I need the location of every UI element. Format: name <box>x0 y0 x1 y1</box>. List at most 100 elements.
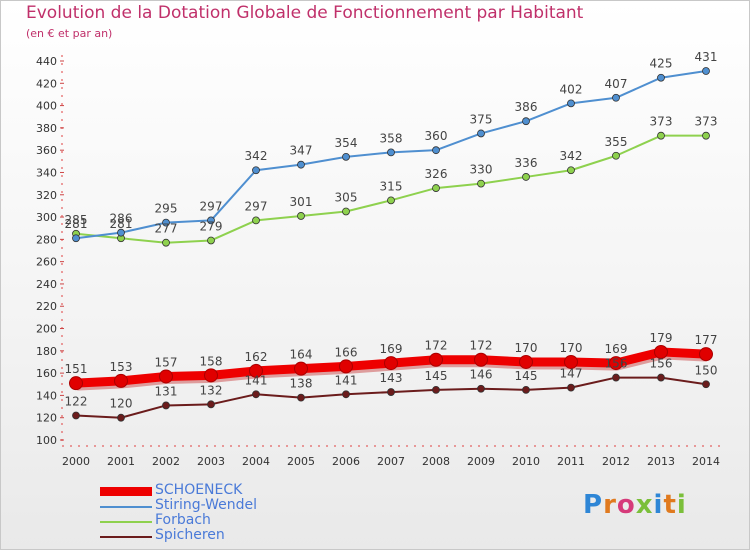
data-point <box>612 373 620 382</box>
data-label: 170 <box>515 341 538 355</box>
data-label: 122 <box>65 394 88 408</box>
data-point <box>477 129 485 138</box>
x-tick-label: 2005 <box>287 455 315 468</box>
data-point <box>162 401 170 410</box>
data-point <box>429 352 443 367</box>
y-tick-label: 360 <box>36 144 57 157</box>
data-label: 164 <box>290 348 313 362</box>
data-point <box>612 93 620 102</box>
y-tick-label: 260 <box>36 256 57 269</box>
x-tick-label: 2007 <box>377 455 405 468</box>
y-tick-label: 240 <box>36 278 57 291</box>
y-tick-label: 440 <box>36 55 57 68</box>
y-tick-label: 380 <box>36 122 57 135</box>
data-label: 347 <box>290 144 313 158</box>
data-label: 305 <box>335 190 358 204</box>
data-point <box>477 179 485 188</box>
logo-letter: r <box>603 490 617 520</box>
x-tick-label: 2003 <box>197 455 225 468</box>
data-point <box>522 173 530 181</box>
data-label: 132 <box>200 383 223 397</box>
data-label: 157 <box>155 355 178 369</box>
data-label: 120 <box>110 397 133 411</box>
legend-swatch <box>100 536 152 538</box>
data-point <box>432 385 440 394</box>
x-tick-label: 2008 <box>422 455 450 468</box>
x-tick-label: 2006 <box>332 455 360 468</box>
data-point <box>387 388 395 396</box>
data-label: 358 <box>380 131 403 145</box>
data-label: 172 <box>425 339 448 353</box>
data-point <box>522 117 530 126</box>
data-label: 151 <box>65 362 88 376</box>
y-tick-label: 160 <box>36 367 57 380</box>
data-point <box>252 390 260 399</box>
data-label: 146 <box>470 368 493 382</box>
data-point <box>69 376 83 391</box>
data-label: 141 <box>335 373 358 387</box>
data-label: 150 <box>695 363 718 377</box>
data-label: 297 <box>245 199 268 213</box>
data-label: 402 <box>560 82 583 96</box>
data-point <box>702 380 710 389</box>
data-label: 336 <box>515 156 538 170</box>
data-point <box>612 151 620 160</box>
data-label: 156 <box>650 357 673 371</box>
data-point <box>474 352 488 367</box>
data-point <box>519 354 533 369</box>
data-label: 281 <box>65 217 88 231</box>
data-point <box>657 73 665 82</box>
data-label: 177 <box>695 333 718 347</box>
data-label: 162 <box>245 350 268 364</box>
data-label: 172 <box>470 339 493 353</box>
y-tick-label: 420 <box>36 77 57 90</box>
data-label: 166 <box>335 345 358 359</box>
y-tick-label: 100 <box>36 434 57 447</box>
data-label: 301 <box>290 195 313 209</box>
data-point <box>114 373 128 388</box>
data-point <box>657 373 665 382</box>
y-tick-label: 180 <box>36 345 57 358</box>
data-label: 315 <box>380 179 403 193</box>
chart-title: Evolution de la Dotation Globale de Fonc… <box>26 3 584 23</box>
data-point <box>72 234 80 243</box>
data-label: 169 <box>380 342 403 356</box>
data-point <box>297 212 305 220</box>
data-point <box>387 148 395 157</box>
data-point <box>702 67 710 75</box>
data-point <box>522 385 530 394</box>
y-tick-label: 280 <box>36 233 57 246</box>
data-label: 286 <box>110 212 133 226</box>
data-point <box>432 146 440 155</box>
data-point <box>159 369 173 384</box>
logo-letter: x <box>635 490 654 520</box>
data-point <box>252 216 260 225</box>
data-point <box>162 218 170 227</box>
data-label: 138 <box>290 377 313 391</box>
data-label: 354 <box>335 136 358 150</box>
data-label: 330 <box>470 163 493 177</box>
data-point <box>207 400 215 409</box>
legend-label: Forbach <box>155 512 211 528</box>
y-tick-label: 300 <box>36 211 57 224</box>
logo-letter: P <box>583 490 604 520</box>
logo-letter: t <box>663 490 677 520</box>
data-label: 285 <box>65 213 88 227</box>
data-label: 169 <box>605 342 628 356</box>
y-tick-label: 340 <box>36 166 57 179</box>
data-point <box>567 99 575 108</box>
y-tick-label: 220 <box>36 300 57 313</box>
data-point <box>432 184 440 192</box>
data-label: 373 <box>695 115 718 129</box>
data-label: 143 <box>380 371 403 385</box>
data-label: 277 <box>155 222 178 236</box>
x-tick-label: 2011 <box>557 455 585 468</box>
x-tick-label: 2010 <box>512 455 540 468</box>
y-tick-label: 320 <box>36 189 57 202</box>
data-label: 281 <box>110 217 133 231</box>
data-point <box>567 166 575 175</box>
data-point <box>609 356 623 371</box>
data-point <box>342 207 350 216</box>
data-label: 407 <box>605 77 628 91</box>
